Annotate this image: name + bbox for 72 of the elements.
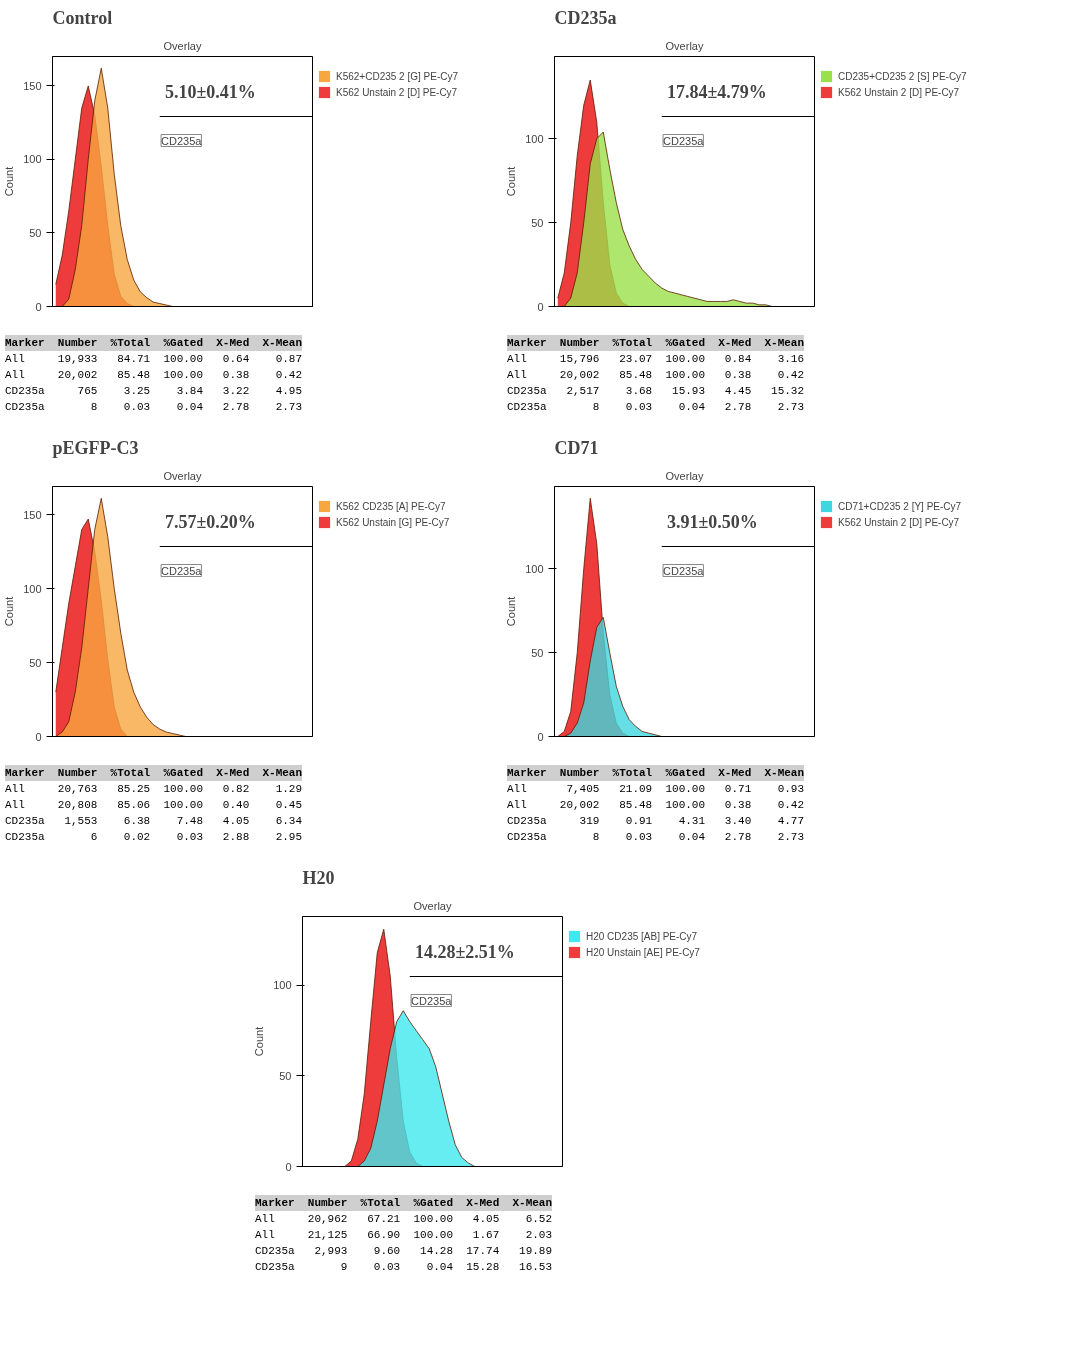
annotation: 14.28±2.51% — [414, 941, 515, 962]
y-tick-label: 100 — [273, 979, 292, 992]
text: Marker Number %Total %Gated X-Med X-Mean — [5, 765, 303, 781]
y-tick-label: 100 — [23, 582, 42, 595]
text: CD235a 2,993 9.60 14.28 17.74 19.89 — [255, 1244, 553, 1259]
legend-label: H20 CD235 [AB] PE-Cy7 — [586, 930, 698, 942]
y-tick-label: 150 — [23, 508, 42, 521]
text: All 7,405 21.09 100.00 0.71 0.93 — [507, 782, 805, 797]
legend-label: K562+CD235 2 [G] PE-Cy7 — [336, 70, 459, 82]
text: CD235a 2,517 3.68 15.93 4.45 15.32 — [507, 384, 805, 399]
legend-label: K562 CD235 [A] PE-Cy7 — [336, 500, 446, 512]
y-tick-label: 0 — [537, 730, 544, 743]
y-tick-label: 50 — [29, 656, 42, 669]
text: CD235a 8 0.03 0.04 2.78 2.73 — [507, 830, 805, 845]
text: All 20,002 85.48 100.00 0.38 0.42 — [5, 368, 303, 383]
chart-subtitle: Overlay — [163, 469, 202, 482]
y-tick-label: 100 — [525, 562, 544, 575]
chart-title: CD235a — [554, 7, 617, 28]
annotation: 7.57±0.20% — [164, 511, 256, 532]
text: Marker Number %Total %Gated X-Med X-Mean — [507, 765, 805, 781]
text: All 19,933 84.71 100.00 0.64 0.87 — [5, 352, 303, 367]
y-tick-label: 100 — [525, 132, 544, 145]
chart-subtitle: Overlay — [665, 469, 704, 482]
annotation: 5.10±0.41% — [164, 81, 256, 102]
chart-subtitle: Overlay — [163, 39, 202, 52]
legend-label: K562 Unstain 2 [D] PE-Cy7 — [838, 516, 960, 528]
text: Marker Number %Total %Gated X-Med X-Mean — [255, 1195, 553, 1211]
chart-subtitle: Overlay — [665, 39, 704, 52]
y-tick-label: 50 — [279, 1069, 292, 1082]
chart-title: H20 — [302, 867, 335, 888]
y-axis-title: Count — [253, 1026, 266, 1057]
text: All 20,763 85.25 100.00 0.82 1.29 — [5, 782, 303, 797]
text: CD235a 9 0.03 0.04 15.28 16.53 — [255, 1260, 553, 1275]
legend-label: K562 Unstain [G] PE-Cy7 — [336, 516, 450, 528]
y-tick-label: 100 — [23, 153, 42, 166]
y-tick-label: 0 — [285, 1160, 292, 1173]
text: Marker Number %Total %Gated X-Med X-Mean — [507, 335, 805, 351]
text: All 15,796 23.07 100.00 0.84 3.16 — [507, 352, 805, 367]
y-tick-label: 0 — [35, 300, 42, 313]
text: All 20,962 67.21 100.00 4.05 6.52 — [255, 1212, 553, 1227]
text: CD235a 765 3.25 3.84 3.22 4.95 — [5, 384, 303, 399]
y-axis-title: Count — [3, 166, 16, 197]
y-axis-title: Count — [3, 596, 16, 627]
legend-label: K562 Unstain 2 [D] PE-Cy7 — [838, 86, 960, 98]
chart-title: pEGFP-C3 — [52, 437, 139, 458]
text: CD235a 8 0.03 0.04 2.78 2.73 — [507, 400, 805, 415]
y-tick-label: 0 — [35, 730, 42, 743]
text: CD235a 6 0.02 0.03 2.88 2.95 — [5, 830, 303, 845]
text: CD235a 8 0.03 0.04 2.78 2.73 — [5, 400, 303, 415]
legend-label: CD71+CD235 2 [Y] PE-Cy7 — [838, 500, 962, 512]
y-axis-title: Count — [505, 166, 518, 197]
chart-title: Control — [52, 7, 113, 28]
legend-label: K562 Unstain 2 [D] PE-Cy7 — [336, 86, 458, 98]
text: All 20,808 85.06 100.00 0.40 0.45 — [5, 798, 303, 813]
text: All 20,002 85.48 100.00 0.38 0.42 — [507, 798, 805, 813]
text: Marker Number %Total %Gated X-Med X-Mean — [5, 335, 303, 351]
annotation: 3.91±0.50% — [666, 511, 758, 532]
chart-subtitle: Overlay — [413, 899, 452, 912]
y-tick-label: 0 — [537, 300, 544, 313]
y-axis-title: Count — [505, 596, 518, 627]
legend-label: H20 Unstain [AE] PE-Cy7 — [586, 946, 700, 958]
y-tick-label: 50 — [531, 216, 544, 229]
text: All 21,125 66.90 100.00 1.67 2.03 — [255, 1228, 553, 1243]
y-tick-label: 150 — [23, 79, 42, 92]
text: CD235a 319 0.91 4.31 3.40 4.77 — [507, 814, 805, 829]
annotation: 17.84±4.79% — [666, 81, 767, 102]
y-tick-label: 50 — [531, 646, 544, 659]
chart-title: CD71 — [554, 437, 599, 458]
y-tick-label: 50 — [29, 226, 42, 239]
text: CD235a 1,553 6.38 7.48 4.05 6.34 — [5, 814, 303, 829]
legend-label: CD235+CD235 2 [S] PE-Cy7 — [838, 70, 967, 82]
text: All 20,002 85.48 100.00 0.38 0.42 — [507, 368, 805, 383]
